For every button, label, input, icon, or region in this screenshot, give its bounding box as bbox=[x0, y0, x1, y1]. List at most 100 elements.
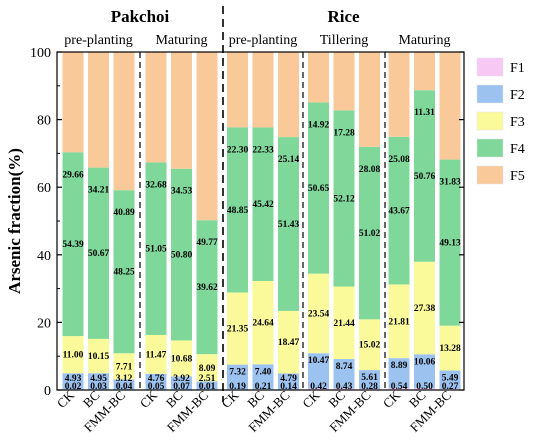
data-label-f1: 0.02 bbox=[65, 382, 82, 392]
data-label-f4: 49.13 bbox=[439, 239, 461, 249]
data-label-f1: 0.03 bbox=[90, 382, 107, 392]
bar-segment-f3 bbox=[196, 354, 218, 382]
bar-segment-f5 bbox=[113, 51, 135, 191]
data-label-f2: 8.74 bbox=[336, 362, 353, 372]
bar-segment-f5 bbox=[278, 52, 299, 138]
bar-segment-f5 bbox=[196, 52, 218, 221]
y-tick-label: 40 bbox=[37, 249, 51, 264]
bar-segment-f3 bbox=[227, 292, 248, 365]
data-label-f4: 51.43 bbox=[278, 220, 300, 230]
legend-swatch-f3 bbox=[476, 111, 504, 131]
bar-segment-f2 bbox=[414, 354, 435, 389]
data-label-f2: 2.51 bbox=[199, 374, 216, 384]
data-label-f5: 34.53 bbox=[171, 187, 193, 197]
data-label-f5: 34.21 bbox=[88, 186, 110, 196]
panel-stage-title: Maturing bbox=[155, 33, 207, 48]
bar-segment-f5 bbox=[414, 51, 435, 91]
data-label-f1: 0.43 bbox=[336, 382, 353, 392]
bar-segment-f2 bbox=[145, 373, 167, 390]
bar-segment-f5 bbox=[62, 52, 84, 153]
panel-2: Maturing32.6851.0511.474.760.05CK34.5350… bbox=[137, 33, 218, 435]
data-label-f4: 43.67 bbox=[388, 207, 410, 217]
data-label-f5: 22.30 bbox=[227, 145, 249, 155]
data-label-f5: 32.68 bbox=[145, 180, 167, 190]
bar-segment-f3 bbox=[414, 261, 435, 355]
bar-segment-f2 bbox=[252, 364, 274, 390]
legend-swatch-f5 bbox=[476, 165, 504, 185]
data-label-f3: 8.09 bbox=[199, 364, 216, 374]
y-tick-label: 100 bbox=[30, 46, 51, 61]
data-label-f2: 4.93 bbox=[65, 374, 82, 384]
data-label-f5: 49.77 bbox=[196, 238, 218, 248]
bar-segment-f3 bbox=[439, 325, 461, 371]
legend-swatch-f4 bbox=[476, 138, 504, 158]
bar-segment-f5 bbox=[388, 52, 410, 137]
data-label-f4: 50.65 bbox=[308, 184, 330, 194]
data-label-f4: 50.80 bbox=[171, 251, 193, 261]
bar-segment-f3 bbox=[252, 280, 274, 365]
data-label-f3: 7.71 bbox=[116, 362, 133, 372]
bar-segment-f2 bbox=[439, 370, 461, 390]
data-label-f1: 0.54 bbox=[391, 382, 408, 392]
data-label-f1: 0.05 bbox=[148, 382, 165, 392]
bar-segment-f2 bbox=[196, 381, 218, 390]
y-axis-label: Arsenic fraction(%) bbox=[5, 148, 24, 294]
data-label-f4: 52.12 bbox=[333, 194, 355, 204]
bar-segment-f3 bbox=[388, 284, 410, 359]
bar-segment-f3 bbox=[113, 353, 135, 380]
bar-segment-f4 bbox=[88, 167, 109, 339]
y-tick-label: 20 bbox=[37, 316, 51, 331]
data-label-f5: 22.33 bbox=[252, 145, 274, 155]
data-label-f3: 23.54 bbox=[308, 309, 330, 319]
bar-segment-f4 bbox=[227, 127, 248, 293]
data-label-f5: 25.08 bbox=[388, 155, 410, 165]
data-label-f5: 25.14 bbox=[278, 155, 300, 165]
data-label-f5: 28.08 bbox=[359, 165, 381, 175]
bar-segment-f2 bbox=[227, 364, 248, 390]
data-label-f2: 10.47 bbox=[308, 356, 330, 366]
bar-segment-f4 bbox=[196, 220, 218, 355]
data-label-f3: 10.68 bbox=[171, 354, 193, 364]
data-label-f4: 50.67 bbox=[88, 249, 110, 259]
bar-segment-f5 bbox=[439, 52, 461, 160]
legend-label-f4: F4 bbox=[510, 142, 525, 157]
legend-label-f1: F1 bbox=[510, 61, 525, 76]
bar-segment-f2 bbox=[278, 373, 299, 390]
bar-segment-f4 bbox=[171, 168, 192, 341]
data-label-f3: 27.38 bbox=[414, 304, 436, 314]
legend: F1 F2 F3 F4 F5 bbox=[476, 57, 525, 185]
data-label-f5: 40.89 bbox=[113, 208, 135, 218]
panel-5: Maturing25.0843.6721.818.890.54CK11.3150… bbox=[380, 33, 461, 435]
data-label-f2: 4.95 bbox=[90, 374, 107, 384]
bar-segment-f2 bbox=[359, 370, 380, 390]
bar-segment-f4 bbox=[359, 146, 380, 320]
bar-segment-f2 bbox=[62, 373, 84, 390]
data-label-f3: 11.47 bbox=[146, 350, 167, 360]
bar-segment-f4 bbox=[439, 159, 461, 326]
axes: Pakchoi Rice 0 20 40 60 80 100 Arsenic fraction(… bbox=[5, 6, 465, 402]
legend-swatch-f1 bbox=[476, 57, 504, 77]
bar-segment-f5 bbox=[145, 51, 167, 163]
crop-title: Pakchoi bbox=[111, 7, 170, 26]
data-label-f4: 48.85 bbox=[227, 206, 249, 216]
data-label-f1: 0.27 bbox=[442, 382, 459, 392]
crop-title: Rice bbox=[327, 7, 360, 26]
data-label-f2: 4.76 bbox=[148, 374, 165, 384]
bar-segment-f5 bbox=[359, 51, 380, 147]
bar-segment-f4 bbox=[145, 162, 167, 335]
bar-segment-f4 bbox=[414, 90, 435, 262]
y-tick-label: 80 bbox=[37, 114, 51, 129]
data-label-f2: 4.79 bbox=[280, 374, 297, 384]
data-label-f1: 0.07 bbox=[173, 382, 190, 392]
legend-label-f3: F3 bbox=[510, 115, 525, 130]
data-label-f3: 15.02 bbox=[359, 341, 381, 351]
data-label-f4: 54.39 bbox=[62, 240, 84, 250]
legend-label-f2: F2 bbox=[510, 88, 525, 103]
data-label-f3: 21.81 bbox=[388, 317, 410, 327]
data-label-f1: 0.04 bbox=[116, 382, 133, 392]
bar-segment-f3 bbox=[308, 273, 329, 354]
